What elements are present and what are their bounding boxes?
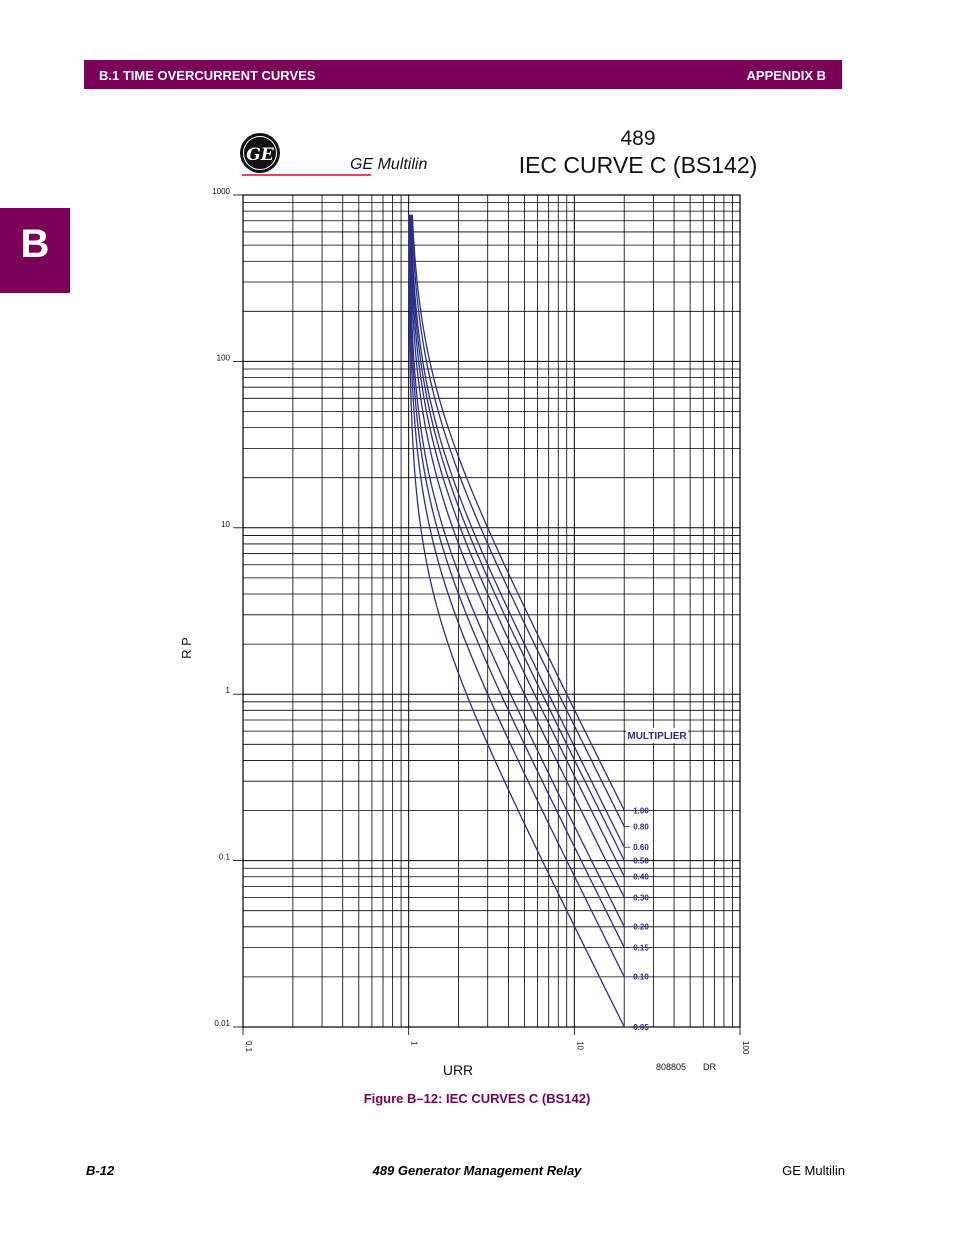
company-name: GE Multilin	[782, 1163, 845, 1178]
series-label: 1.00	[633, 806, 649, 815]
y-tick-label: 0.01	[214, 1019, 230, 1028]
curve-multiplier-0.30	[409, 214, 625, 898]
figure-caption: Figure B–12: IEC CURVES C (BS142)	[363, 1091, 591, 1106]
logo-emblem-text: GE	[246, 145, 275, 165]
plot-frame	[242, 194, 741, 1028]
curve-multiplier-0.10	[408, 214, 625, 978]
drawing-suffix: DR	[703, 1062, 716, 1072]
curve-multiplier-0.40	[409, 214, 625, 877]
section-title: B.1 TIME OVERCURRENT CURVES	[99, 68, 316, 83]
legend-title: MULTIPLIER	[627, 731, 687, 742]
ge-logo-icon: GE	[240, 133, 280, 173]
chart-title-number: 489	[620, 127, 655, 150]
x-axis-label: URR	[443, 1062, 473, 1078]
header-bar: B.1 TIME OVERCURRENT CURVES APPENDIX B	[84, 60, 842, 89]
brand-name: GE Multilin	[350, 156, 427, 173]
series-label: 0.40	[633, 873, 649, 882]
y-tick-label: 10	[221, 520, 230, 529]
x-tick-label: 100	[741, 1041, 750, 1055]
chart-labels: 1000 100 10 1 0.1 0.01 0.1 1 10 100 1.00 0.80 0.60 0.…	[212, 187, 750, 1055]
series-label: 0.50	[633, 856, 649, 865]
curve-multiplier-0.15	[408, 214, 625, 948]
y-tick-label: 1	[226, 686, 231, 695]
x-tick-label: 10	[575, 1041, 584, 1050]
series-label: 0.60	[633, 843, 649, 852]
curve-multiplier-0.50	[409, 214, 625, 861]
chart-curves	[408, 214, 625, 1028]
side-tab-letter: B	[20, 222, 50, 266]
series-label: 0.05	[633, 1023, 649, 1032]
y-axis-label: R P	[179, 637, 194, 659]
side-tab: B	[0, 208, 70, 293]
series-label: 0.30	[633, 893, 649, 902]
series-label: 0.10	[633, 973, 649, 982]
y-tick-label: 1000	[212, 187, 230, 196]
curve-multiplier-0.05	[408, 214, 625, 1028]
chart-title: IEC CURVE C (BS142)	[519, 152, 758, 178]
series-label: 0.80	[633, 822, 649, 831]
curve-multiplier-0.60	[410, 214, 625, 848]
y-tick-label: 0.1	[219, 853, 231, 862]
x-tick-label: 0.1	[244, 1041, 253, 1053]
drawing-number: 808805	[656, 1062, 686, 1072]
curve-multiplier-1.00	[411, 214, 625, 811]
series-label: 0.15	[633, 943, 649, 952]
chart-grid	[242, 194, 741, 1028]
series-label: 0.20	[633, 923, 649, 932]
y-tick-label: 100	[217, 353, 231, 362]
curve-multiplier-0.80	[410, 214, 625, 827]
legend-title-background	[626, 728, 688, 743]
document-title: 489 Generator Management Relay	[372, 1163, 582, 1178]
x-tick-label: 1	[410, 1041, 419, 1046]
curve-multiplier-0.20	[408, 214, 625, 927]
page-number: B-12	[86, 1163, 115, 1178]
appendix-label: APPENDIX B	[746, 68, 826, 83]
